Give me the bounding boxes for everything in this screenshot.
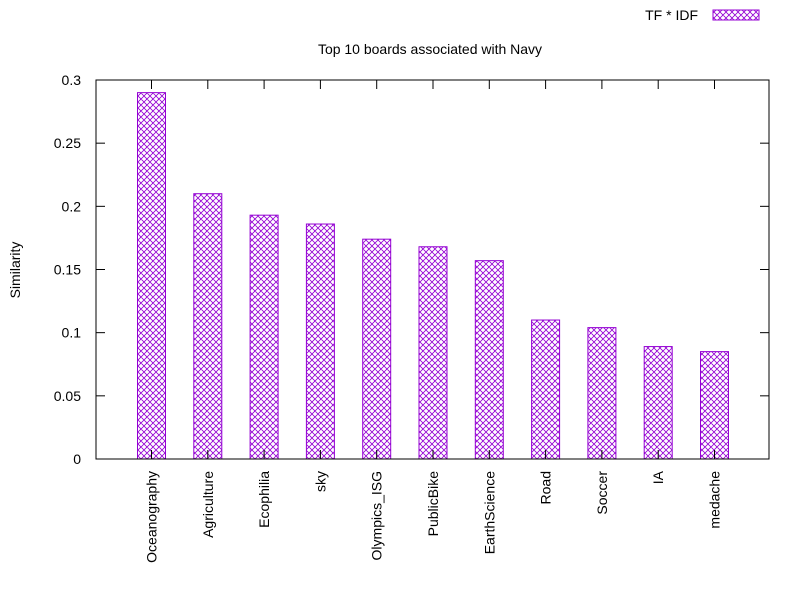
- x-tick-label: medache: [707, 471, 723, 529]
- x-tick-label: Olympics_ISG: [369, 471, 385, 560]
- chart-title: Top 10 boards associated with Navy: [318, 41, 542, 57]
- x-tick-label: sky: [312, 471, 328, 492]
- bar: [362, 238, 392, 460]
- bar: [643, 346, 673, 460]
- bar: [305, 223, 335, 460]
- x-tick-label: PublicBike: [425, 471, 441, 537]
- legend-swatch: [712, 9, 760, 21]
- y-tick-label: 0.15: [54, 262, 81, 278]
- x-tick-label: IA: [650, 470, 666, 484]
- bar: [249, 214, 279, 460]
- legend: TF * IDF: [645, 7, 760, 23]
- x-axis-ticks: Oceanography Agriculture Ecophilia sky Olymp…: [144, 80, 723, 563]
- x-tick-label: Soccer: [594, 471, 610, 515]
- x-tick-label: Agriculture: [200, 471, 216, 538]
- bar: [474, 260, 504, 460]
- y-tick-label: 0.2: [62, 198, 82, 214]
- y-tick-label: 0.1: [62, 325, 82, 341]
- bar: [587, 327, 617, 460]
- bar: [137, 92, 166, 460]
- bar: [418, 246, 448, 460]
- x-tick-label: Oceanography: [144, 471, 160, 563]
- y-tick-label: 0: [73, 451, 81, 467]
- y-axis-ticks: 0 0.05 0.1 0.15 0.2 0.25 0.3: [54, 72, 769, 467]
- bar: [700, 351, 729, 460]
- y-tick-label: 0.25: [54, 135, 81, 151]
- bar: [193, 193, 223, 460]
- bars: [137, 92, 729, 460]
- legend-label: TF * IDF: [645, 7, 698, 23]
- y-tick-label: 0.05: [54, 388, 81, 404]
- y-tick-label: 0.3: [62, 72, 82, 88]
- x-tick-label: Road: [538, 471, 554, 504]
- x-tick-label: EarthScience: [481, 471, 497, 554]
- plot-frame: [95, 79, 770, 460]
- y-axis-label: Similarity: [7, 242, 23, 299]
- bar: [531, 319, 561, 460]
- x-tick-label: Ecophilia: [256, 471, 272, 528]
